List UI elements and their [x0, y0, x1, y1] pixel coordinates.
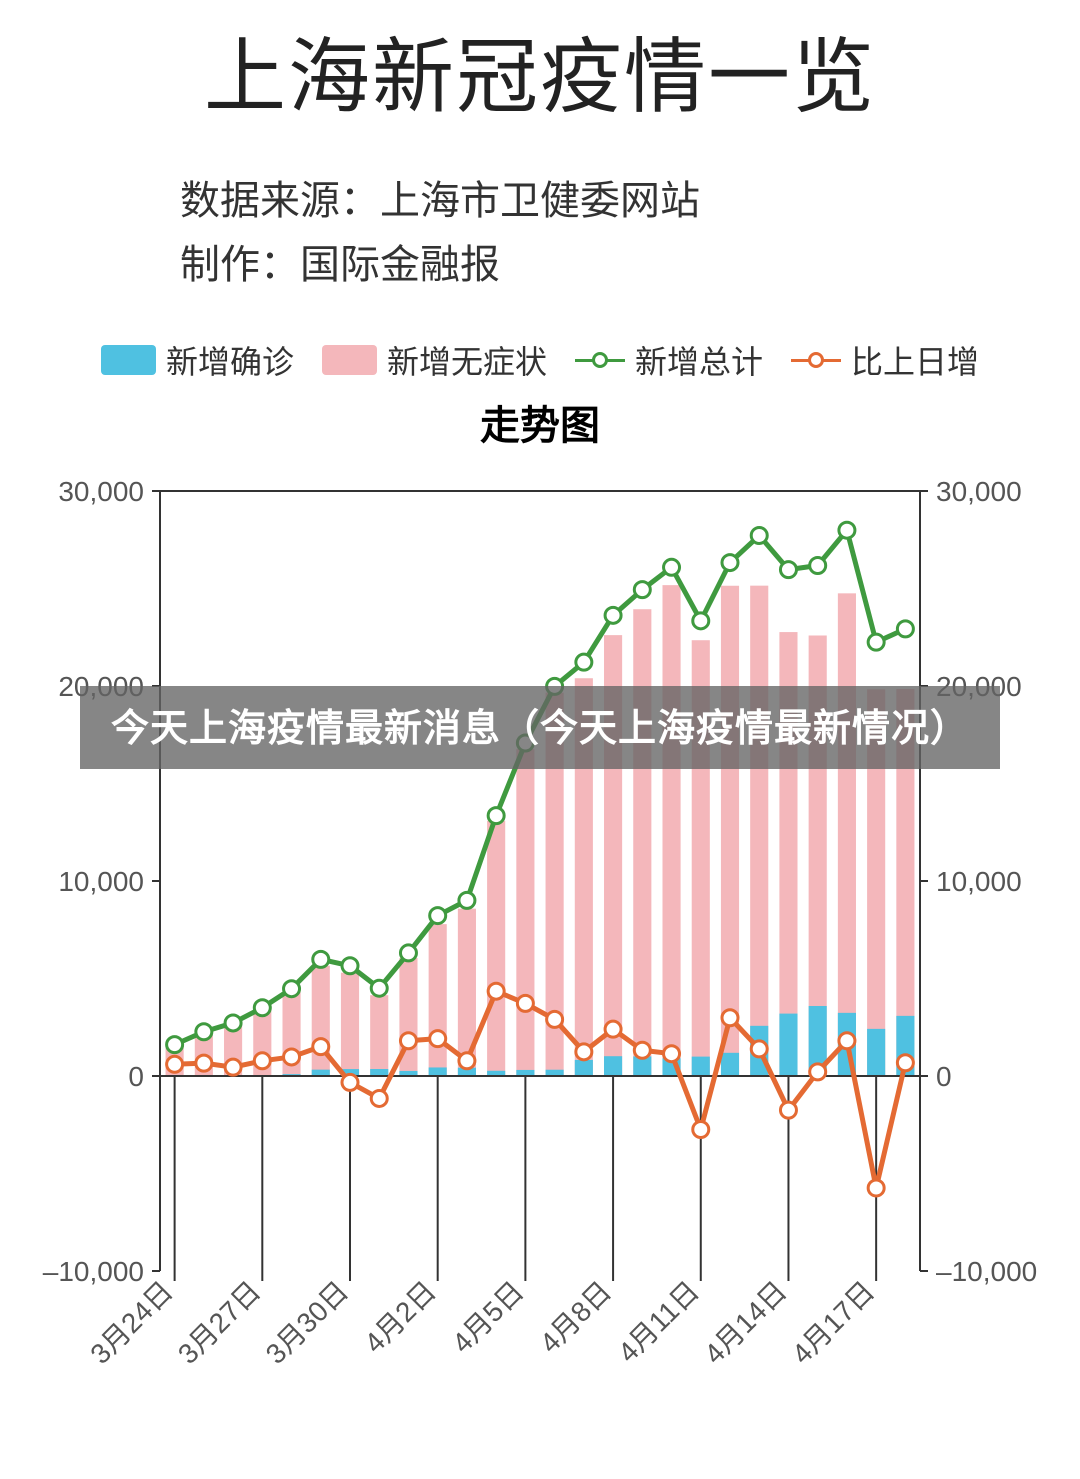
- svg-text:10,000: 10,000: [58, 866, 144, 897]
- meta-block: 数据来源：上海市卫健委网站 制作：国际金融报: [180, 169, 1080, 297]
- svg-text:4月2日: 4月2日: [358, 1275, 442, 1359]
- svg-text:4月17日: 4月17日: [786, 1275, 881, 1370]
- svg-text:0: 0: [936, 1061, 952, 1092]
- legend-confirmed: 新增确诊: [101, 337, 294, 383]
- svg-text:4月11日: 4月11日: [612, 1275, 705, 1368]
- legend-asymptomatic: 新增无症状: [322, 337, 547, 383]
- legend: 新增确诊 新增无症状 新增总计 比上日增: [0, 337, 1080, 383]
- legend-total: 新增总计: [575, 337, 763, 383]
- swatch-confirmed: [101, 345, 156, 375]
- svg-text:4月5日: 4月5日: [446, 1275, 530, 1359]
- legend-label: 新增确诊: [166, 337, 294, 383]
- swatch-total: [575, 359, 625, 362]
- producer-line: 制作：国际金融报: [180, 233, 1080, 297]
- svg-text:–10,000: –10,000: [936, 1256, 1037, 1287]
- svg-text:10,000: 10,000: [936, 866, 1022, 897]
- svg-text:30,000: 30,000: [936, 476, 1022, 507]
- page-title: 上海新冠疫情一览: [0, 10, 1080, 129]
- svg-text:30,000: 30,000: [58, 476, 144, 507]
- svg-text:3月27日: 3月27日: [172, 1275, 267, 1370]
- legend-label: 新增总计: [635, 337, 763, 383]
- legend-label: 比上日增: [851, 337, 979, 383]
- chart-container: –10,000–10,0000010,00010,00020,00020,000…: [40, 471, 1040, 1431]
- svg-text:4月8日: 4月8日: [534, 1275, 618, 1359]
- swatch-delta: [791, 359, 841, 362]
- svg-text:0: 0: [128, 1061, 144, 1092]
- svg-text:–10,000: –10,000: [43, 1256, 144, 1287]
- source-line: 数据来源：上海市卫健委网站: [180, 169, 1080, 233]
- swatch-asymptomatic: [322, 345, 377, 375]
- svg-text:3月30日: 3月30日: [260, 1275, 355, 1370]
- legend-label: 新增无症状: [387, 337, 547, 383]
- trend-chart: –10,000–10,0000010,00010,00020,00020,000…: [40, 471, 1040, 1431]
- svg-text:4月14日: 4月14日: [698, 1275, 793, 1370]
- chart-title: 走势图: [0, 393, 1080, 451]
- overlay-banner: 今天上海疫情最新消息（今天上海疫情最新情况）: [80, 686, 1000, 769]
- legend-delta: 比上日增: [791, 337, 979, 383]
- svg-text:3月24日: 3月24日: [84, 1275, 179, 1370]
